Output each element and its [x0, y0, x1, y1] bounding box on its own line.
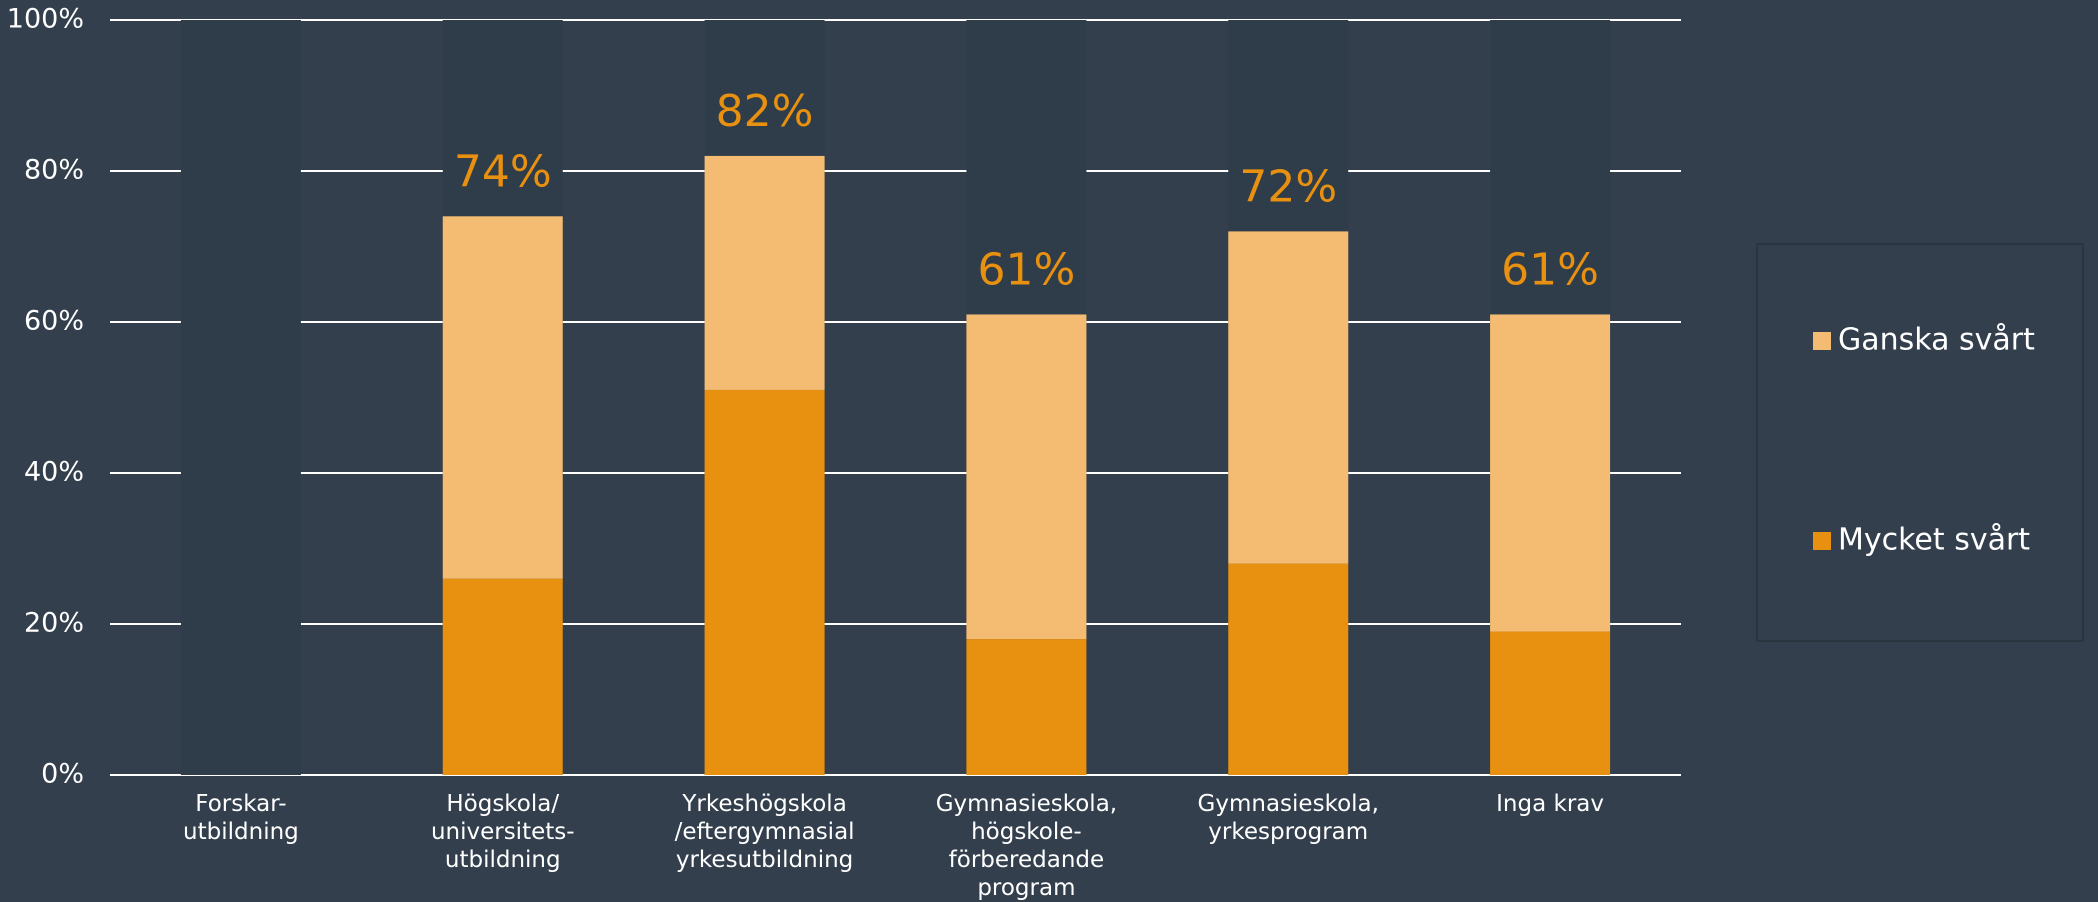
y-tick-label: 60% [24, 306, 84, 337]
total-label: 61% [1501, 244, 1599, 295]
y-tick-label: 20% [24, 608, 84, 639]
bar-segment [442, 578, 563, 775]
x-tick-label: Yrkeshögskola/eftergymnasial yrkesutbildn… [675, 791, 855, 873]
x-tick-label-line: /eftergymnasial [675, 819, 855, 845]
y-tick-label: 40% [24, 457, 84, 488]
bar-segment [1228, 231, 1349, 564]
x-tick-label-line: Yrkeshögskola [681, 791, 846, 817]
x-tick-label: Inga krav [1496, 791, 1604, 817]
x-tick-label: Gymnasieskola, högskole-förberedande progr… [936, 791, 1117, 901]
bar-segment [1228, 563, 1349, 775]
bar-segment [1490, 314, 1611, 632]
x-tick-label: Forskar-utbildning [183, 791, 299, 845]
legend-swatch [1813, 532, 1831, 550]
total-label: 72% [1239, 161, 1337, 212]
x-tick-label: Högskola/universitets-utbildning [431, 791, 575, 873]
bar-segment [704, 389, 825, 775]
total-label: 82% [716, 86, 814, 137]
x-tick-label-line: Forskar- [195, 791, 286, 817]
x-tick-label-line: Gymnasieskola, [1198, 791, 1379, 817]
y-tick-label: 80% [24, 155, 84, 186]
bar-segment [442, 216, 563, 579]
bar-segment [966, 639, 1087, 775]
x-tick-label-line: yrkesprogram [1208, 819, 1368, 845]
bar-segment [704, 155, 825, 390]
y-tick-label: 100% [7, 4, 84, 35]
x-tick-label-line: Inga krav [1496, 791, 1604, 817]
x-tick-label-line: utbildning [183, 819, 299, 845]
x-tick-label-line: förberedande [949, 847, 1105, 873]
x-tick-label-line: Högskola/ [446, 791, 559, 817]
legend-label: Mycket svårt [1838, 523, 2030, 558]
x-tick-label-line: Gymnasieskola, [936, 791, 1117, 817]
x-tick-label-line: universitets- [431, 819, 575, 845]
bar-segment [966, 314, 1087, 640]
x-tick-label: Gymnasieskola, yrkesprogram [1198, 791, 1379, 845]
legend-swatch [1813, 332, 1831, 350]
x-tick-label-line: utbildning [445, 847, 561, 873]
x-tick-label-line: program [977, 875, 1075, 901]
legend-label: Ganska svårt [1838, 323, 2035, 358]
bar-background [180, 20, 301, 775]
y-tick-label: 0% [41, 759, 84, 790]
legend-box [1756, 243, 2084, 642]
total-label: 61% [978, 244, 1076, 295]
bar-segment [1490, 631, 1611, 775]
x-tick-label-line: högskole- [971, 819, 1082, 845]
total-label: 74% [454, 146, 552, 197]
x-tick-label-line: yrkesutbildning [676, 847, 853, 873]
